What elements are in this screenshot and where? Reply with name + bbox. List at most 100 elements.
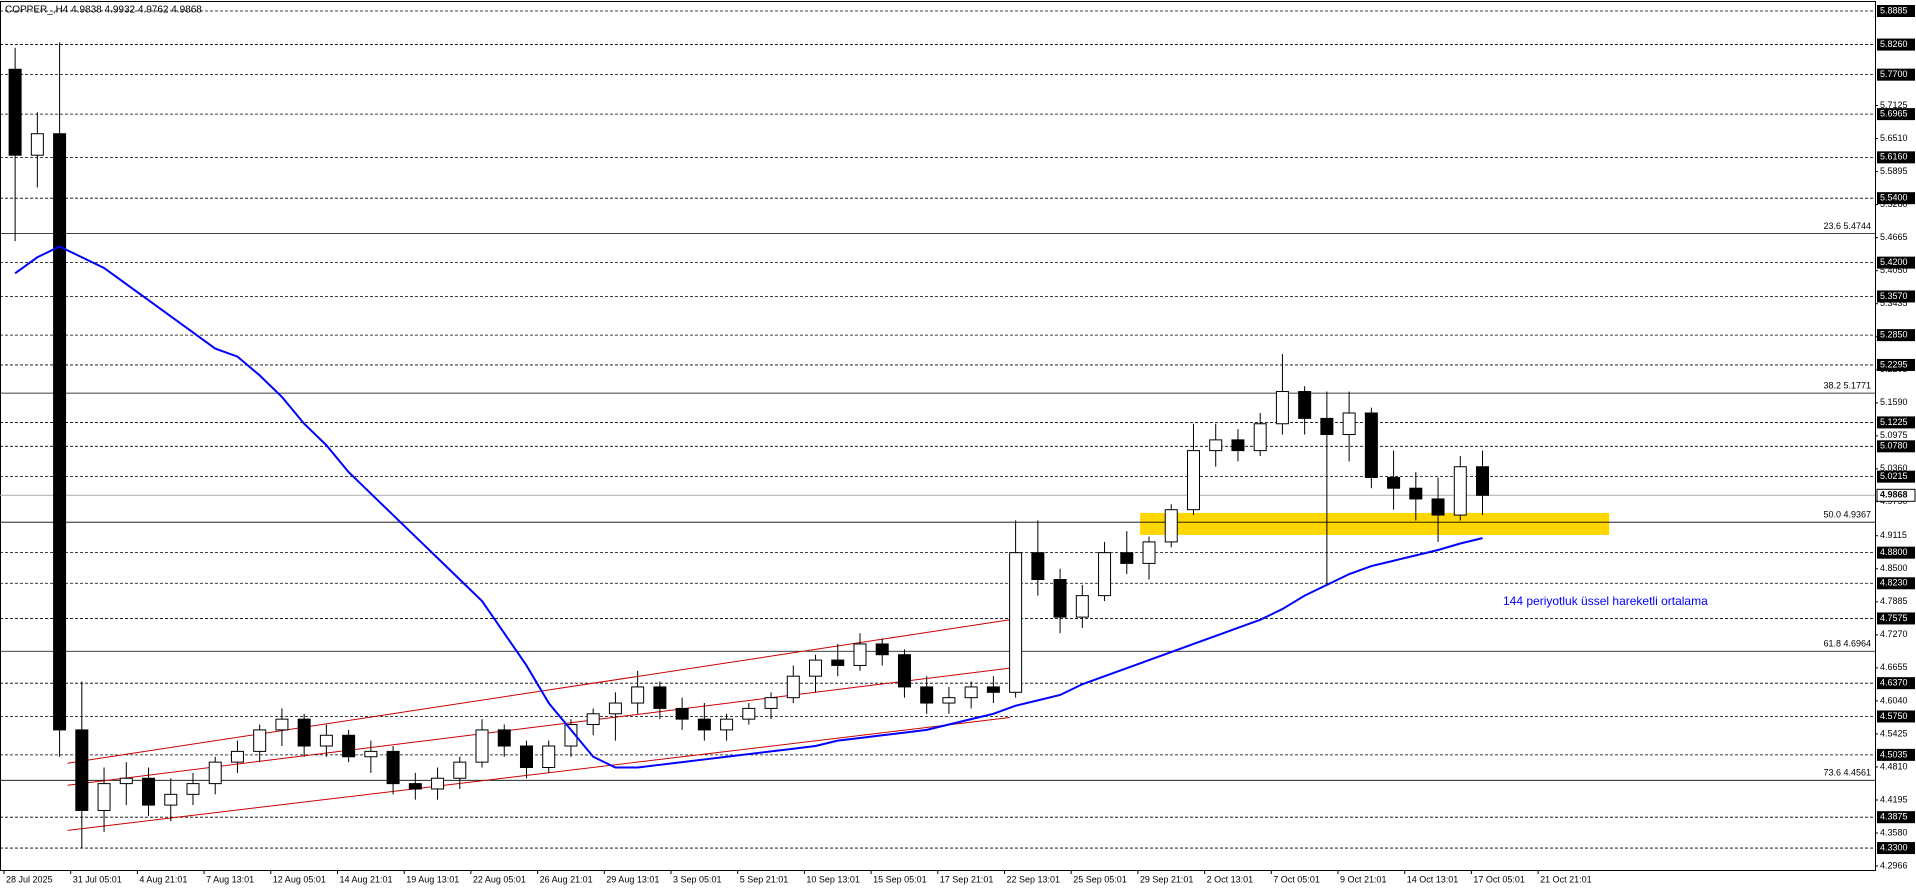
candle-body bbox=[920, 686, 934, 704]
candle-body bbox=[319, 734, 333, 747]
candle-body bbox=[1275, 391, 1289, 425]
y-tick-label: 4.4195 bbox=[1880, 794, 1908, 804]
candle-body bbox=[1186, 450, 1200, 511]
candle-body bbox=[1053, 579, 1067, 618]
fib-label: 73.6 4.4561 bbox=[1823, 768, 1871, 778]
candle-body bbox=[1209, 439, 1223, 452]
candle-body bbox=[8, 68, 22, 156]
x-tick-label: 7 Oct 05:01 bbox=[1273, 874, 1320, 884]
candle-body bbox=[875, 643, 889, 656]
x-tick-label: 4 Aug 21:01 bbox=[139, 874, 187, 884]
fib-label: 61.8 4.6964 bbox=[1823, 639, 1871, 649]
y-tick-label: 5.7125 bbox=[1880, 100, 1908, 110]
candle-body bbox=[809, 659, 823, 677]
candle-body bbox=[786, 675, 800, 699]
candle-body bbox=[97, 783, 111, 811]
candle-body bbox=[1075, 595, 1089, 618]
candle-body bbox=[697, 718, 711, 731]
level-label: 5.1225 bbox=[1880, 417, 1908, 427]
level-label: 5.4200 bbox=[1880, 257, 1908, 267]
level-label: 5.5400 bbox=[1880, 193, 1908, 203]
level-label: 5.6965 bbox=[1880, 108, 1908, 118]
x-tick-label: 31 Jul 05:01 bbox=[73, 874, 122, 884]
fib-label: 23.6 5.4744 bbox=[1823, 221, 1871, 231]
level-label-box bbox=[1877, 842, 1915, 855]
level-label: 4.5035 bbox=[1880, 749, 1908, 759]
candle-body bbox=[942, 697, 956, 704]
x-tick-label: 3 Sep 05:01 bbox=[673, 874, 722, 884]
support-zone bbox=[1140, 512, 1610, 535]
candle-body bbox=[1320, 417, 1334, 435]
candle-body bbox=[1253, 423, 1267, 452]
candle-body bbox=[986, 686, 1000, 693]
candle-body bbox=[453, 761, 467, 779]
y-tick-label: 5.0360 bbox=[1880, 463, 1908, 473]
y-tick-label: 5.4050 bbox=[1880, 265, 1908, 275]
candle-body bbox=[386, 750, 400, 785]
level-label: 4.8800 bbox=[1880, 547, 1908, 557]
level-label: 4.3875 bbox=[1880, 812, 1908, 822]
candle-body bbox=[186, 783, 200, 795]
candle-body bbox=[1453, 466, 1467, 516]
candle-body bbox=[1476, 466, 1490, 496]
candle-body bbox=[431, 777, 445, 790]
level-label-box bbox=[1877, 440, 1915, 453]
candle-body bbox=[1120, 552, 1134, 564]
y-tick-label: 5.6510 bbox=[1880, 133, 1908, 143]
level-label-box bbox=[1877, 710, 1915, 723]
candle-body bbox=[275, 718, 289, 731]
y-tick-label: 4.7270 bbox=[1880, 629, 1908, 639]
y-tick-label: 5.3435 bbox=[1880, 298, 1908, 308]
y-tick-label: 4.6655 bbox=[1880, 662, 1908, 672]
x-tick-label: 10 Sep 13:01 bbox=[806, 874, 860, 884]
level-label-box bbox=[1877, 577, 1915, 590]
candle-body bbox=[853, 643, 867, 666]
x-tick-label: 14 Aug 21:01 bbox=[340, 874, 393, 884]
level-label-box bbox=[1877, 329, 1915, 342]
level-label-box bbox=[1877, 68, 1915, 81]
x-tick-label: 25 Sep 05:01 bbox=[1073, 874, 1127, 884]
x-tick-label: 2 Oct 13:01 bbox=[1207, 874, 1254, 884]
x-tick-label: 28 Jul 2025 bbox=[6, 874, 53, 884]
candle-body bbox=[742, 707, 756, 720]
level-label-box bbox=[1877, 546, 1915, 559]
candle-body bbox=[253, 729, 267, 752]
candle-body bbox=[1387, 476, 1401, 489]
level-label: 4.7575 bbox=[1880, 613, 1908, 623]
candle-body bbox=[164, 793, 178, 806]
level-label-box bbox=[1877, 108, 1915, 121]
channel-line bbox=[67, 619, 1010, 764]
y-tick-label: 5.1590 bbox=[1880, 397, 1908, 407]
candle-body bbox=[1164, 509, 1178, 543]
level-label-box bbox=[1877, 470, 1915, 483]
candle-body bbox=[608, 702, 622, 715]
level-label-box bbox=[1877, 256, 1915, 269]
level-label: 5.7700 bbox=[1880, 69, 1908, 79]
x-tick-label: 26 Aug 21:01 bbox=[540, 874, 593, 884]
channel-line bbox=[67, 717, 1010, 831]
chart-title: COPPER_,H4 4.9838 4.9932 4.9762 4.9868 bbox=[5, 5, 202, 16]
candle-body bbox=[1031, 552, 1045, 581]
level-label-box bbox=[1877, 811, 1915, 824]
x-tick-label: 5 Sep 21:01 bbox=[740, 874, 789, 884]
level-label-box bbox=[1877, 5, 1915, 17]
candle-body bbox=[764, 697, 778, 709]
candle-body bbox=[542, 745, 556, 768]
candle-body bbox=[831, 659, 845, 666]
y-tick-label: 4.4810 bbox=[1880, 761, 1908, 771]
y-tick-label: 4.7885 bbox=[1880, 596, 1908, 606]
current-price-box bbox=[1876, 488, 1916, 502]
x-tick-label: 14 Oct 13:01 bbox=[1407, 874, 1459, 884]
level-label-box bbox=[1877, 38, 1915, 51]
level-label: 5.2850 bbox=[1880, 330, 1908, 340]
candle-body bbox=[631, 686, 645, 704]
level-label: 5.8260 bbox=[1880, 39, 1908, 49]
candle-body bbox=[720, 718, 734, 731]
candle-body bbox=[230, 750, 244, 763]
candle-body bbox=[342, 734, 356, 758]
x-tick-label: 22 Sep 13:01 bbox=[1007, 874, 1061, 884]
fib-label: 50.0 4.9367 bbox=[1823, 510, 1871, 520]
candle-body bbox=[1298, 391, 1312, 419]
candle-body bbox=[364, 750, 378, 758]
